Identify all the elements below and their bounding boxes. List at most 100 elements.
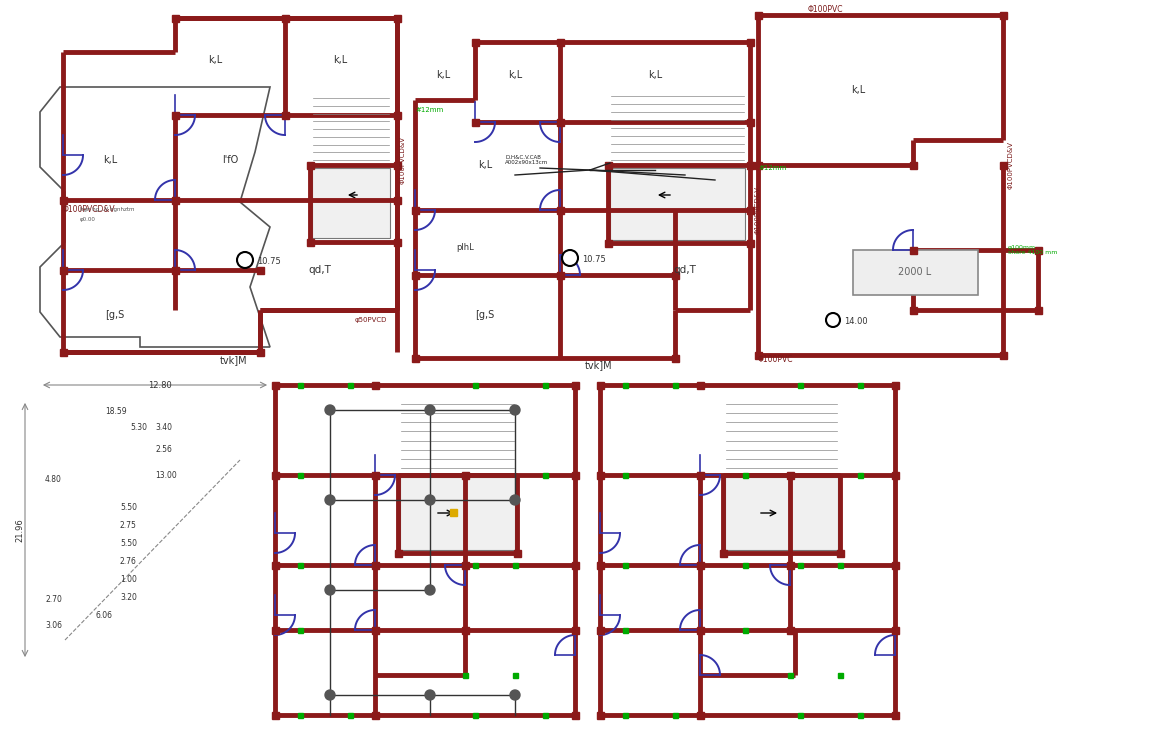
Bar: [746, 39, 753, 46]
Bar: [623, 473, 628, 477]
Text: plhL: plhL: [456, 244, 474, 252]
Text: 6.06: 6.06: [95, 610, 111, 619]
Circle shape: [325, 690, 335, 700]
Text: φ0.00: φ0.00: [80, 217, 96, 223]
Bar: [754, 11, 761, 19]
Bar: [697, 382, 704, 388]
Bar: [697, 711, 704, 719]
Bar: [542, 713, 548, 718]
Bar: [472, 119, 479, 125]
Bar: [597, 562, 603, 568]
Bar: [271, 627, 278, 633]
Circle shape: [510, 495, 520, 505]
Text: Φ100PVCD&V: Φ100PVCD&V: [63, 205, 116, 214]
Bar: [743, 627, 747, 633]
Circle shape: [826, 313, 840, 327]
Bar: [697, 471, 704, 479]
Bar: [312, 168, 389, 238]
Bar: [171, 196, 178, 203]
Bar: [754, 161, 761, 169]
Bar: [306, 238, 313, 246]
Bar: [298, 713, 303, 718]
Bar: [298, 382, 303, 388]
Bar: [171, 14, 178, 22]
Bar: [787, 672, 793, 678]
Bar: [450, 509, 457, 516]
Bar: [571, 627, 578, 633]
Bar: [787, 627, 793, 633]
Text: k,L: k,L: [103, 155, 117, 165]
Circle shape: [325, 495, 335, 505]
Bar: [60, 349, 67, 356]
Text: k,L: k,L: [647, 70, 662, 80]
Bar: [597, 627, 603, 633]
Bar: [257, 349, 264, 356]
Text: 10.75: 10.75: [257, 258, 280, 267]
Bar: [461, 627, 468, 633]
Text: 3.20: 3.20: [120, 594, 137, 603]
Text: tvk]M: tvk]M: [585, 360, 612, 370]
Bar: [271, 562, 278, 568]
Text: l'fO: l'fO: [222, 155, 238, 165]
Text: tvk]M: tvk]M: [221, 355, 248, 365]
Bar: [857, 713, 862, 718]
Bar: [746, 161, 753, 169]
Bar: [623, 382, 628, 388]
Bar: [347, 382, 353, 388]
Text: 2.75: 2.75: [120, 521, 137, 530]
Text: k,L: k,L: [208, 55, 222, 65]
Bar: [853, 250, 978, 295]
Text: 3.40: 3.40: [155, 424, 172, 433]
Bar: [672, 713, 678, 718]
Bar: [393, 14, 400, 22]
Bar: [597, 382, 603, 388]
Text: Φ100PVC: Φ100PVC: [808, 5, 843, 14]
Bar: [857, 473, 862, 477]
Text: 13.00: 13.00: [155, 471, 177, 480]
Bar: [282, 111, 289, 119]
Text: 1.00: 1.00: [120, 575, 137, 584]
Bar: [836, 550, 843, 557]
Text: 2.56: 2.56: [155, 445, 172, 454]
Bar: [891, 627, 899, 633]
Bar: [787, 562, 793, 568]
Text: 5.50: 5.50: [120, 539, 137, 548]
Bar: [571, 382, 578, 388]
Text: #12mm: #12mm: [758, 165, 786, 171]
Circle shape: [325, 405, 335, 415]
Bar: [999, 161, 1006, 169]
Bar: [271, 382, 278, 388]
Circle shape: [425, 405, 435, 415]
Text: 4.80: 4.80: [45, 476, 62, 485]
Text: 2000 L: 2000 L: [899, 267, 931, 277]
Bar: [571, 562, 578, 568]
Bar: [513, 562, 517, 568]
Bar: [754, 352, 761, 359]
Bar: [746, 240, 753, 247]
Text: 5.30: 5.30: [130, 424, 147, 433]
Bar: [725, 477, 838, 550]
Bar: [372, 627, 379, 633]
Text: φ100mm
share 4100 mm: φ100mm share 4100 mm: [1008, 244, 1057, 255]
Text: Φ100PVCD&V: Φ100PVCD&V: [400, 136, 406, 184]
Bar: [271, 711, 278, 719]
Bar: [1035, 306, 1042, 314]
Bar: [697, 627, 704, 633]
Text: 21.96: 21.96: [15, 518, 25, 542]
Bar: [282, 14, 289, 22]
Bar: [697, 562, 704, 568]
Bar: [909, 161, 916, 169]
Bar: [909, 247, 916, 253]
Bar: [298, 627, 303, 633]
Bar: [473, 382, 477, 388]
Text: 2.70: 2.70: [45, 595, 62, 604]
Bar: [909, 306, 916, 314]
Circle shape: [425, 690, 435, 700]
Text: Φ100PVCD&V: Φ100PVCD&V: [755, 186, 761, 234]
Text: 3.06: 3.06: [45, 621, 62, 630]
Bar: [838, 562, 842, 568]
Bar: [891, 562, 899, 568]
Bar: [787, 471, 793, 479]
Bar: [171, 267, 178, 273]
Bar: [604, 161, 611, 169]
